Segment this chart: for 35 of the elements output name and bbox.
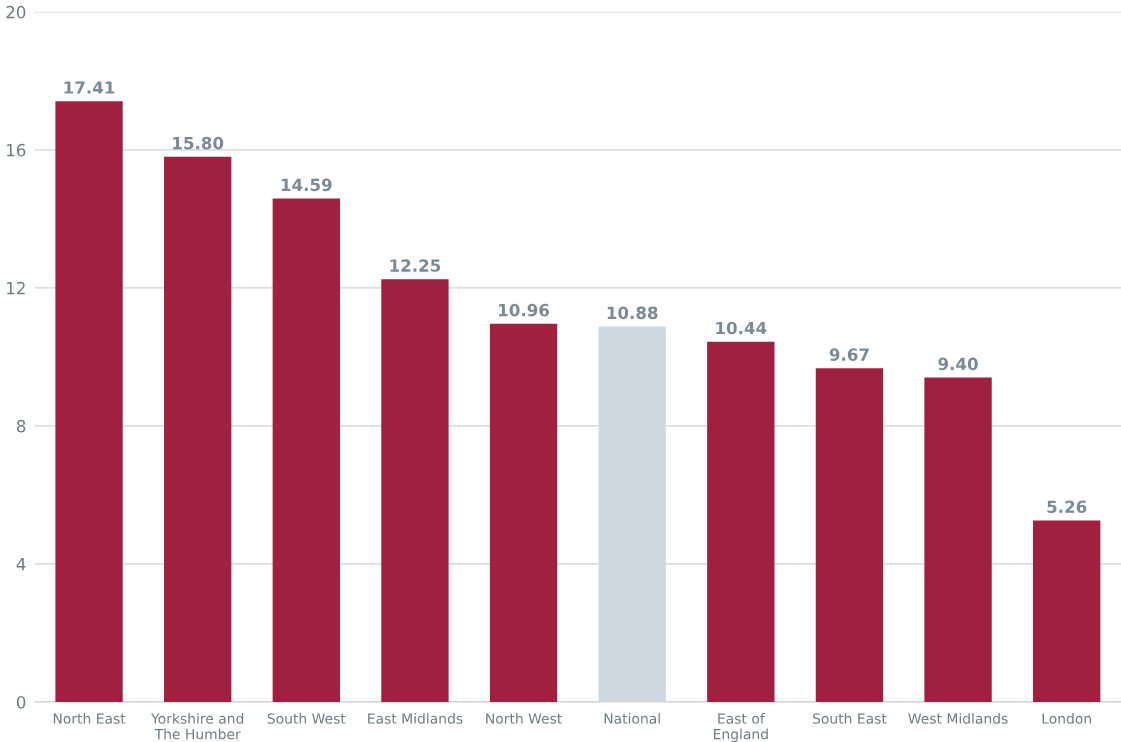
x-tick-label: North East	[53, 713, 126, 724]
bar	[1033, 520, 1101, 702]
data-label: 10.96	[499, 303, 550, 317]
x-tick-label: South East	[812, 713, 887, 724]
data-label: 9.67	[829, 348, 869, 361]
x-tick-label: Yorkshire and The Humber	[151, 713, 244, 740]
data-label: 14.59	[281, 178, 332, 192]
data-label: 15.80	[173, 136, 224, 150]
x-tick-label: North West	[486, 713, 562, 724]
bar	[924, 377, 992, 702]
x-tick-label: South West	[267, 713, 346, 724]
bar	[707, 341, 775, 702]
x-tick-label: East Midlands	[368, 713, 463, 724]
y-tick-label: 16	[7, 143, 26, 157]
bar	[381, 279, 449, 702]
x-tick-label: East of England	[713, 713, 768, 742]
bar	[55, 101, 123, 702]
data-label: 9.40	[938, 357, 978, 371]
data-label: 5.26	[1047, 500, 1087, 514]
y-tick-label: 4	[16, 558, 26, 571]
data-label: 10.88	[607, 306, 658, 320]
x-tick-label: National	[604, 713, 660, 724]
bar	[164, 156, 232, 702]
data-label: 12.25	[390, 259, 441, 272]
y-tick-label: 12	[7, 281, 25, 295]
bar	[489, 323, 558, 702]
x-tick-label: London	[1042, 713, 1091, 724]
bar	[272, 198, 340, 702]
data-label: 10.44	[716, 321, 767, 335]
x-tick-label: West Midlands	[908, 713, 1008, 724]
bar	[815, 368, 884, 702]
data-label: 17.41	[64, 81, 115, 94]
y-tick-label: 0	[16, 695, 26, 709]
y-tick-label: 20	[6, 5, 26, 19]
y-tick-label: 8	[16, 419, 26, 433]
